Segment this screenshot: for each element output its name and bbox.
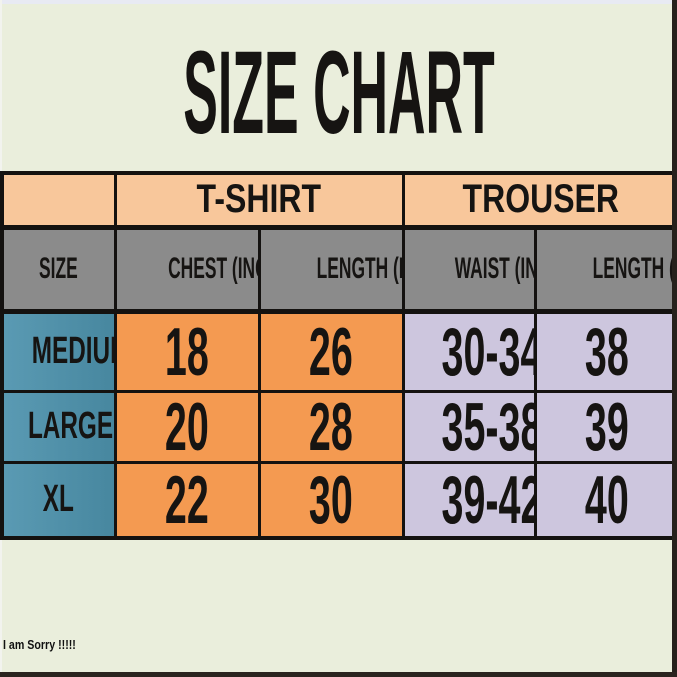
table-row-medium: MEDIUM 18 26 30-34 38: [0, 309, 677, 393]
size-cell-medium: MEDIUM: [0, 309, 117, 393]
column-header-trouser-length-label: LENGTH (INCHES): [592, 252, 676, 285]
column-header-waist: WAIST (INCHES): [401, 225, 537, 314]
top-edge-strip: [0, 0, 677, 4]
page-title: SIZE CHART: [182, 26, 495, 159]
cell-medium-tshirt-length: 26: [257, 309, 405, 393]
title-area: SIZE CHART: [0, 0, 677, 171]
size-label: MEDIUM: [31, 330, 112, 372]
value: 30-34: [441, 313, 536, 390]
bottom-edge-border: [0, 672, 677, 677]
group-header-row: T-SHIRT TROUSER: [0, 171, 677, 230]
value: 28: [309, 391, 353, 462]
column-header-tshirt-length: LENGTH (INCHES): [257, 225, 405, 314]
size-cell-xl: XL: [0, 460, 117, 540]
size-label: XL: [43, 478, 75, 521]
cell-xl-chest: 22: [113, 460, 261, 540]
column-header-chest: CHEST (INCHES): [113, 225, 261, 314]
cell-xl-tshirt-length: 30: [257, 460, 405, 540]
corner-cell: [0, 171, 117, 230]
group-header-tshirt: T-SHIRT: [113, 171, 405, 230]
column-header-chest-label: CHEST (INCHES): [167, 252, 256, 285]
column-header-row: SIZE CHEST (INCHES) LENGTH (INCHES) WAIS…: [0, 225, 677, 314]
cell-large-trouser-length: 39: [533, 389, 677, 464]
value: 38: [584, 313, 629, 390]
cell-medium-waist: 30-34: [401, 309, 537, 393]
group-header-tshirt-label: T-SHIRT: [196, 177, 322, 222]
group-header-trouser-label: TROUSER: [462, 177, 620, 222]
cell-medium-trouser-length: 38: [533, 309, 677, 393]
cell-large-chest: 20: [113, 389, 261, 464]
size-cell-large: LARGE: [0, 389, 117, 464]
value: 26: [309, 313, 353, 390]
value: 18: [165, 313, 209, 390]
value: 39: [584, 391, 629, 462]
table-row-large: LARGE 20 28 35-38 39: [0, 389, 677, 464]
value: 30: [309, 462, 353, 538]
cell-large-tshirt-length: 28: [257, 389, 405, 464]
column-header-size-label: SIZE: [39, 252, 79, 285]
right-edge-border: [672, 0, 677, 677]
column-header-waist-label: WAIST (INCHES): [454, 252, 532, 285]
value: 20: [165, 391, 209, 462]
cell-xl-trouser-length: 40: [533, 460, 677, 540]
cell-medium-chest: 18: [113, 309, 261, 393]
value: 22: [165, 462, 209, 538]
table-row-xl: XL 22 30 39-42 40: [0, 460, 677, 540]
value: 39-42: [441, 462, 536, 538]
apology-note: I am Sorry !!!!!: [3, 637, 76, 652]
value: 35-38: [441, 391, 536, 462]
cell-xl-waist: 39-42: [401, 460, 537, 540]
column-header-size: SIZE: [0, 225, 117, 314]
cell-large-waist: 35-38: [401, 389, 537, 464]
value: 40: [584, 462, 629, 538]
size-chart-table: T-SHIRT TROUSER SIZE CHEST (INCHES) LENG…: [0, 171, 677, 540]
group-header-trouser: TROUSER: [401, 171, 677, 230]
column-header-tshirt-length-label: LENGTH (INCHES): [316, 252, 404, 285]
size-label: LARGE: [27, 405, 114, 447]
column-header-trouser-length: LENGTH (INCHES): [533, 225, 677, 314]
